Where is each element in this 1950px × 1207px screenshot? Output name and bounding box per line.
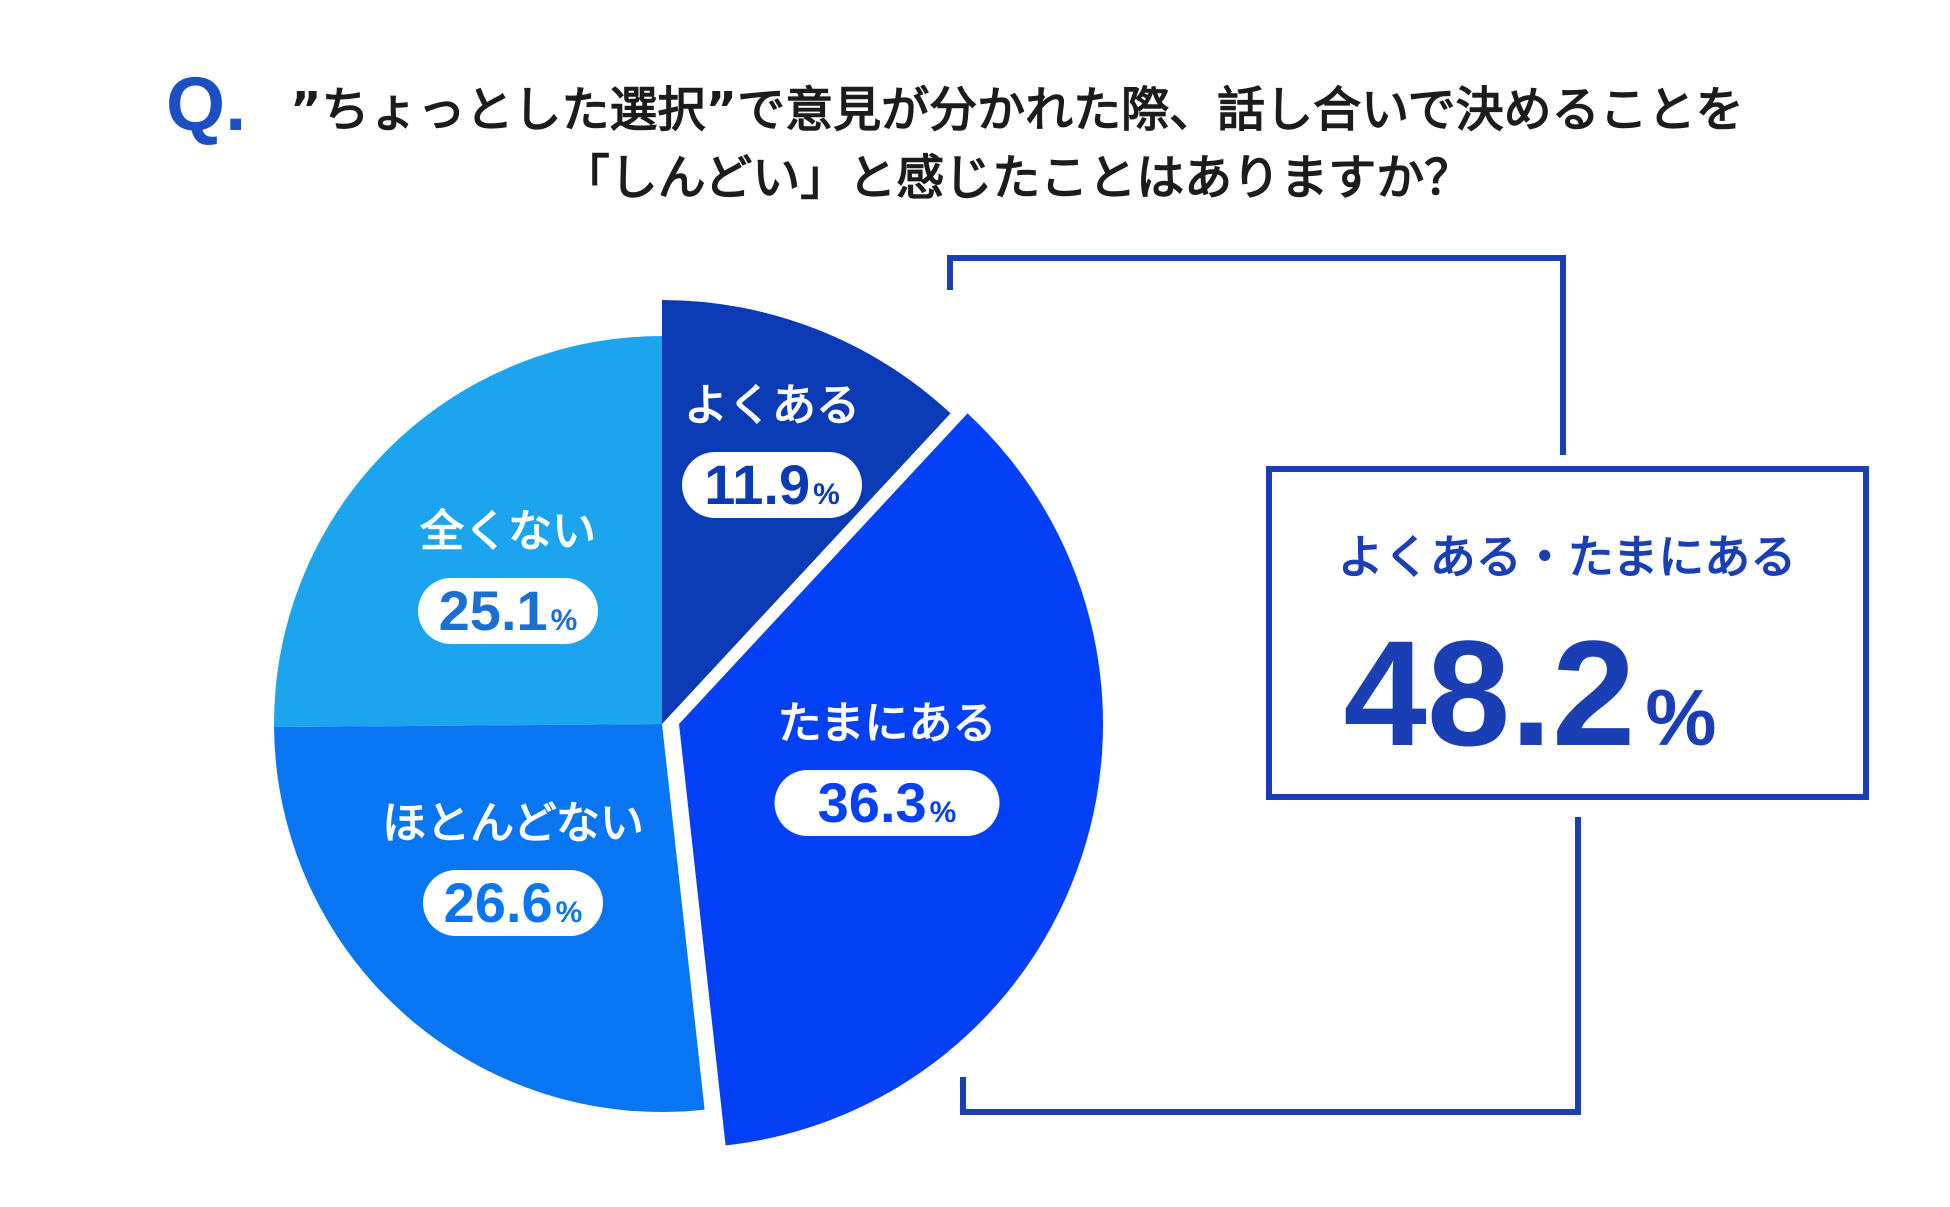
value-pill-tamaniaru	[774, 770, 1000, 836]
slice-value-yokuaru: 11.9%	[704, 453, 840, 516]
slice-label-hotondonai: ほとんどない	[382, 798, 644, 849]
slice-label-tamaniaru: たまにある	[778, 698, 997, 749]
slice-value-unit-mattakunai: %	[551, 604, 578, 637]
slice-value-tamaniaru: 36.3%	[818, 771, 957, 834]
summary-unit: %	[1645, 673, 1716, 762]
pie-chart: よくある 11.9 % たまにある 36.3 % ほとんどない 26.6 % 全くない 25.1%	[274, 300, 1103, 1146]
slice-label-mattakunai: 全くない	[419, 506, 596, 557]
slice-value-hotondonai: 26.6%	[444, 871, 583, 934]
bracket-bottom	[960, 817, 1581, 1115]
summary-figure: 48.2%	[1343, 609, 1716, 777]
summary-value: 48.2	[1343, 609, 1635, 777]
slice-value-number-yokuaru: 11.9	[704, 453, 810, 516]
slice-value-number-tamaniaru: 36.3	[818, 771, 927, 834]
slice-value-unit-yokuaru: %	[813, 478, 840, 511]
value-pill-mattakunai	[418, 578, 598, 644]
slice-value-unit-tamaniaru: %	[930, 796, 957, 829]
slice-value-number-mattakunai: 25.1	[439, 579, 548, 642]
question-mark: Q.	[166, 62, 246, 147]
bracket-top	[947, 255, 1566, 455]
slice-value-number-hotondonai: 26.6	[444, 871, 553, 934]
question-line-2: 「しんどい」と感じたことはありますか？	[562, 150, 1473, 206]
slice-value-mattakunai: 25.1%	[439, 579, 578, 642]
slice-value-unit-hotondonai: %	[556, 896, 583, 929]
summary-label: よくある・たまにある	[1338, 530, 1797, 584]
summary-box	[1266, 466, 1869, 800]
slice-label-yokuaru: よくある	[684, 380, 860, 431]
value-pill-yokuaru	[682, 452, 862, 518]
question-line-1: ”ちょっとした選択”で意見が分かれた際、話し合いで決めることを	[290, 82, 1744, 138]
value-pill-hotondonai	[423, 870, 603, 936]
